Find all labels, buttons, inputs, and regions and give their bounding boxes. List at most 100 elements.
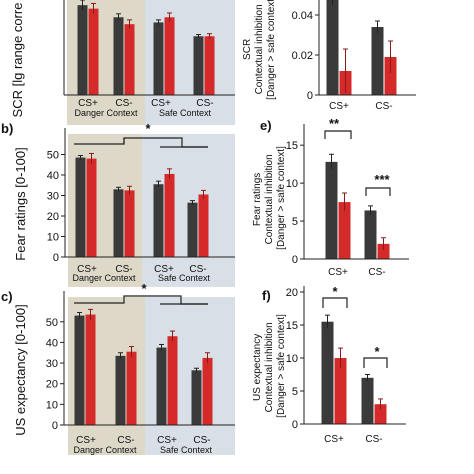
bar-red bbox=[167, 336, 178, 425]
y-tick-label: 10 bbox=[286, 353, 298, 365]
tick-label: CS+ bbox=[157, 435, 177, 446]
category-labels: CS+ CS- CS+ CS- Danger Context Safe Cont… bbox=[73, 435, 212, 455]
y-tick-label: 0 bbox=[53, 252, 59, 264]
bar-red bbox=[384, 57, 397, 95]
bar-dark bbox=[191, 370, 202, 425]
y-tick-label: 5 bbox=[292, 386, 298, 398]
bar-red bbox=[164, 173, 175, 257]
axes bbox=[63, 0, 235, 96]
bar-red bbox=[88, 8, 99, 95]
bar-dark bbox=[321, 321, 334, 424]
y-tick-label: 0.02 bbox=[292, 50, 313, 62]
y-tick-label: 50 bbox=[47, 150, 59, 162]
category-labels: CS+ CS- CS+ CS- Danger Context Safe Cont… bbox=[72, 264, 210, 283]
tick-label: CS- bbox=[115, 98, 132, 109]
y-tick-label: 10 bbox=[47, 232, 59, 244]
bar-red bbox=[124, 24, 135, 96]
y-axis-label: US expectancy Contextual inhibition [Dan… bbox=[252, 314, 287, 418]
bar-red bbox=[126, 351, 137, 425]
bar-red bbox=[377, 243, 390, 259]
panel-letter: b) bbox=[1, 121, 13, 136]
bar-red bbox=[85, 314, 96, 425]
significance-marker: ** bbox=[329, 116, 340, 131]
y-axis-label: Fear ratings Contextual inhibition [Dang… bbox=[252, 146, 287, 250]
context-label: Danger Context bbox=[72, 273, 136, 283]
y-tick-label: 0 bbox=[292, 254, 298, 266]
chart-marks bbox=[75, 152, 209, 257]
tick-label: CS- bbox=[375, 101, 392, 112]
category-labels: CS+ CS- bbox=[328, 267, 385, 278]
y-tick-label: 20 bbox=[286, 287, 298, 299]
tick-label: CS- bbox=[117, 435, 134, 446]
tick-label: CS- bbox=[196, 98, 213, 109]
bar-dark bbox=[113, 17, 124, 95]
bar-dark bbox=[153, 184, 164, 257]
context-label: Danger Context bbox=[74, 108, 138, 118]
y-axis-label: Fear ratings [0-100] bbox=[13, 147, 28, 260]
significance-marker: *** bbox=[374, 172, 390, 187]
tick-label: CS+ bbox=[328, 267, 348, 278]
y-tick-label: 20 bbox=[47, 211, 59, 223]
bar-dark bbox=[187, 202, 198, 257]
chart-marks bbox=[74, 308, 213, 425]
bar-dark bbox=[364, 210, 377, 259]
y-tick-label: 50 bbox=[46, 317, 58, 329]
chart-marks bbox=[326, 0, 397, 95]
significance-bracket bbox=[324, 130, 352, 139]
bar-dark bbox=[75, 157, 86, 257]
y-axis-label-line: [Danger > safe context] bbox=[266, 0, 277, 100]
y-axis-label: US expectancy [0-100] bbox=[13, 304, 28, 436]
context-label: Safe Context bbox=[159, 108, 212, 118]
significance-marker: * bbox=[141, 281, 147, 296]
bar-red bbox=[124, 190, 135, 257]
panel-c-us-expectancy: c) US expectancy [0-100] 0 10 20 30 40 50 * CS… bbox=[1, 281, 235, 455]
tick-label: CS+ bbox=[77, 264, 97, 275]
y-tick-label: 0 bbox=[307, 90, 313, 102]
context-label: Safe Context bbox=[160, 445, 213, 455]
y-tick-label: 40 bbox=[46, 337, 58, 349]
y-axis-label-line: Contextual inhibition bbox=[254, 4, 265, 94]
y-tick-label: 5 bbox=[292, 216, 298, 228]
panel-letter: c) bbox=[1, 289, 13, 304]
axes: 0 10 20 30 40 50 * bbox=[47, 121, 235, 264]
bar-dark bbox=[361, 377, 374, 424]
significance-marker: * bbox=[374, 344, 380, 359]
bar-dark bbox=[193, 36, 204, 95]
chart-marks bbox=[325, 153, 390, 259]
bar-dark bbox=[77, 5, 88, 96]
tick-label: CS- bbox=[115, 264, 132, 275]
bar-dark bbox=[74, 315, 85, 425]
y-tick-label: 10 bbox=[286, 178, 298, 190]
panel-f-us-inhibition: f) US expectancy Contextual inhibition [… bbox=[252, 284, 406, 445]
axes: 0 5 10 15 20 * * bbox=[286, 284, 406, 431]
y-tick-label: 20 bbox=[46, 379, 58, 391]
bar-red bbox=[164, 17, 175, 95]
context-label: Safe Context bbox=[158, 273, 211, 283]
tick-label: CS- bbox=[368, 267, 385, 278]
chart-marks bbox=[77, 0, 215, 96]
bar-red bbox=[86, 158, 97, 257]
category-labels: CS+ CS- CS+ CS- Danger Context Safe Cont… bbox=[74, 98, 213, 118]
significance-marker: * bbox=[145, 121, 151, 136]
y-tick-label: 15 bbox=[286, 140, 298, 152]
category-labels: CS+ CS- bbox=[324, 434, 382, 445]
tick-label: CS+ bbox=[329, 101, 349, 112]
panel-b-fear-ratings: b) Fear ratings [0-100] 0 10 20 30 40 50 * CS+… bbox=[1, 121, 235, 287]
y-tick-label: 0 bbox=[292, 419, 298, 431]
y-axis-label-line: Contextual inhibition bbox=[264, 322, 275, 412]
y-axis-label-line: Contextual inhibition bbox=[264, 154, 275, 244]
y-axis-label-line: [Danger > safe context] bbox=[276, 314, 287, 418]
y-tick-label: 10 bbox=[46, 399, 58, 411]
significance-bracket bbox=[322, 297, 348, 308]
bar-dark bbox=[113, 189, 124, 257]
y-tick-label: 15 bbox=[286, 320, 298, 332]
tick-label: CS+ bbox=[324, 434, 344, 445]
bar-dark bbox=[326, 0, 339, 95]
panel-letter: e) bbox=[260, 118, 272, 133]
panel-letter: f) bbox=[262, 288, 271, 303]
axes: 0 10 20 30 40 50 * bbox=[46, 281, 235, 432]
tick-label: CS+ bbox=[78, 98, 98, 109]
y-tick-label: 0.04 bbox=[292, 10, 313, 22]
axes: 0 0.02 0.04 bbox=[292, 0, 416, 102]
